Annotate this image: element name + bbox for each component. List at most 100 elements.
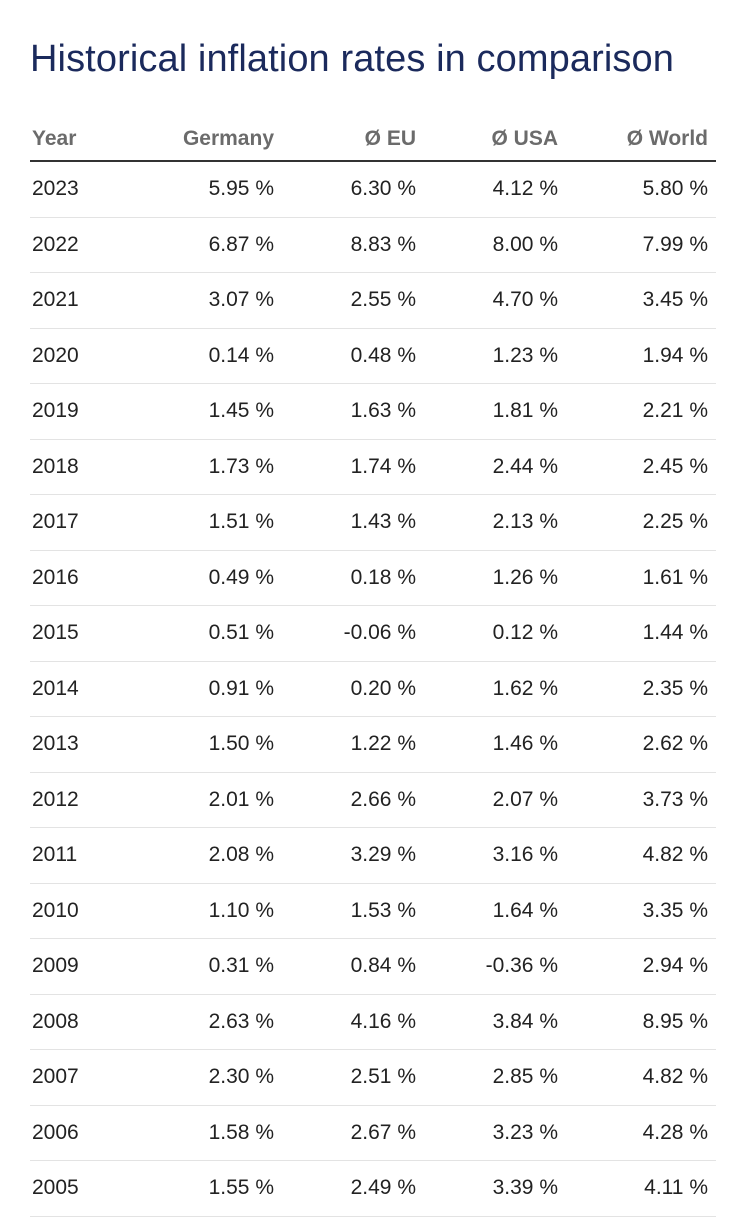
world-cell: 3.45 % bbox=[566, 272, 716, 329]
usa-cell: -0.36 % bbox=[424, 938, 566, 995]
table-row: 2015 0.51 % -0.06 % 0.12 % 1.44 % bbox=[30, 605, 716, 662]
world-cell: 5.80 % bbox=[566, 161, 716, 218]
table-row: 2020 0.14 % 0.48 % 1.23 % 1.94 % bbox=[30, 328, 716, 384]
year-cell: 2021 bbox=[30, 272, 140, 329]
germany-cell: 2.63 % bbox=[140, 994, 282, 1050]
usa-cell: 4.12 % bbox=[424, 161, 566, 218]
year-cell: 2023 bbox=[30, 161, 140, 218]
germany-cell: 2.01 % bbox=[140, 772, 282, 828]
germany-cell: 0.31 % bbox=[140, 938, 282, 995]
year-cell: 2013 bbox=[30, 716, 140, 773]
germany-cell: 1.51 % bbox=[140, 494, 282, 551]
eu-cell: 1.53 % bbox=[282, 883, 424, 939]
year-cell: 2017 bbox=[30, 494, 140, 551]
year-cell: 2007 bbox=[30, 1049, 140, 1106]
eu-cell: 1.63 % bbox=[282, 383, 424, 440]
germany-cell: 1.55 % bbox=[140, 1160, 282, 1217]
year-cell: 2014 bbox=[30, 661, 140, 717]
eu-cell: 2.55 % bbox=[282, 272, 424, 329]
table-row: 2005 1.55 % 2.49 % 3.39 % 4.11 % bbox=[30, 1160, 716, 1217]
header-row: Year Germany Ø EU Ø USA Ø World bbox=[30, 118, 716, 162]
world-cell: 4.11 % bbox=[566, 1160, 716, 1217]
table-row: 2016 0.49 % 0.18 % 1.26 % 1.61 % bbox=[30, 550, 716, 606]
world-cell: 2.62 % bbox=[566, 716, 716, 773]
year-cell: 2016 bbox=[30, 550, 140, 606]
eu-cell: 0.20 % bbox=[282, 661, 424, 717]
eu-cell: 2.51 % bbox=[282, 1049, 424, 1106]
world-cell: 3.35 % bbox=[566, 883, 716, 939]
eu-cell: 6.30 % bbox=[282, 161, 424, 218]
usa-cell: 3.16 % bbox=[424, 827, 566, 884]
germany-cell: 3.07 % bbox=[140, 272, 282, 329]
table-row: 2012 2.01 % 2.66 % 2.07 % 3.73 % bbox=[30, 772, 716, 828]
germany-cell: 1.50 % bbox=[140, 716, 282, 773]
table-row: 2006 1.58 % 2.67 % 3.23 % 4.28 % bbox=[30, 1105, 716, 1161]
eu-cell: 8.83 % bbox=[282, 217, 424, 273]
table-row: 2019 1.45 % 1.63 % 1.81 % 2.21 % bbox=[30, 383, 716, 440]
world-cell: 2.45 % bbox=[566, 439, 716, 495]
year-cell: 2008 bbox=[30, 994, 140, 1050]
column-header-eu: Ø EU bbox=[282, 118, 424, 162]
eu-cell: 2.67 % bbox=[282, 1105, 424, 1161]
world-cell: 2.35 % bbox=[566, 661, 716, 717]
germany-cell: 2.30 % bbox=[140, 1049, 282, 1106]
usa-cell: 2.44 % bbox=[424, 439, 566, 495]
year-cell: 2019 bbox=[30, 383, 140, 440]
usa-cell: 3.39 % bbox=[424, 1160, 566, 1217]
table-row: 2010 1.10 % 1.53 % 1.64 % 3.35 % bbox=[30, 883, 716, 939]
germany-cell: 1.45 % bbox=[140, 383, 282, 440]
eu-cell: 4.16 % bbox=[282, 994, 424, 1050]
column-header-world: Ø World bbox=[566, 118, 716, 162]
germany-cell: 1.73 % bbox=[140, 439, 282, 495]
germany-cell: 0.51 % bbox=[140, 605, 282, 662]
usa-cell: 8.00 % bbox=[424, 217, 566, 273]
world-cell: 1.44 % bbox=[566, 605, 716, 662]
world-cell: 3.73 % bbox=[566, 772, 716, 828]
world-cell: 4.82 % bbox=[566, 827, 716, 884]
table-row: 2013 1.50 % 1.22 % 1.46 % 2.62 % bbox=[30, 716, 716, 773]
usa-cell: 1.81 % bbox=[424, 383, 566, 440]
year-cell: 2018 bbox=[30, 439, 140, 495]
world-cell: 2.25 % bbox=[566, 494, 716, 551]
usa-cell: 2.85 % bbox=[424, 1049, 566, 1106]
world-cell: 8.95 % bbox=[566, 994, 716, 1050]
germany-cell: 2.08 % bbox=[140, 827, 282, 884]
germany-cell: 1.10 % bbox=[140, 883, 282, 939]
table-row: 2017 1.51 % 1.43 % 2.13 % 2.25 % bbox=[30, 494, 716, 551]
column-header-usa: Ø USA bbox=[424, 118, 566, 162]
year-cell: 2010 bbox=[30, 883, 140, 939]
world-cell: 2.94 % bbox=[566, 938, 716, 995]
usa-cell: 3.84 % bbox=[424, 994, 566, 1050]
table-body: 2023 5.95 % 6.30 % 4.12 % 5.80 % 2022 6.87 % 8.… bbox=[30, 161, 716, 1217]
eu-cell: 2.49 % bbox=[282, 1160, 424, 1217]
usa-cell: 1.26 % bbox=[424, 550, 566, 606]
world-cell: 1.94 % bbox=[566, 328, 716, 384]
usa-cell: 2.07 % bbox=[424, 772, 566, 828]
column-header-year: Year bbox=[30, 118, 140, 162]
usa-cell: 1.46 % bbox=[424, 716, 566, 773]
usa-cell: 2.13 % bbox=[424, 494, 566, 551]
world-cell: 4.28 % bbox=[566, 1105, 716, 1161]
world-cell: 2.21 % bbox=[566, 383, 716, 440]
germany-cell: 0.14 % bbox=[140, 328, 282, 384]
germany-cell: 6.87 % bbox=[140, 217, 282, 273]
germany-cell: 0.49 % bbox=[140, 550, 282, 606]
inflation-table: Year Germany Ø EU Ø USA Ø World 2023 5.95… bbox=[30, 118, 716, 1217]
usa-cell: 0.12 % bbox=[424, 605, 566, 662]
eu-cell: 3.29 % bbox=[282, 827, 424, 884]
year-cell: 2022 bbox=[30, 217, 140, 273]
table-row: 2023 5.95 % 6.30 % 4.12 % 5.80 % bbox=[30, 161, 716, 218]
table-row: 2018 1.73 % 1.74 % 2.44 % 2.45 % bbox=[30, 439, 716, 495]
table-header: Year Germany Ø EU Ø USA Ø World bbox=[30, 118, 716, 162]
table-row: 2014 0.91 % 0.20 % 1.62 % 2.35 % bbox=[30, 661, 716, 717]
usa-cell: 1.62 % bbox=[424, 661, 566, 717]
table-row: 2022 6.87 % 8.83 % 8.00 % 7.99 % bbox=[30, 217, 716, 273]
inflation-table-container: Year Germany Ø EU Ø USA Ø World 2023 5.95… bbox=[30, 118, 716, 1217]
world-cell: 4.82 % bbox=[566, 1049, 716, 1106]
table-row: 2008 2.63 % 4.16 % 3.84 % 8.95 % bbox=[30, 994, 716, 1050]
year-cell: 2015 bbox=[30, 605, 140, 662]
germany-cell: 0.91 % bbox=[140, 661, 282, 717]
usa-cell: 4.70 % bbox=[424, 272, 566, 329]
world-cell: 7.99 % bbox=[566, 217, 716, 273]
usa-cell: 1.23 % bbox=[424, 328, 566, 384]
